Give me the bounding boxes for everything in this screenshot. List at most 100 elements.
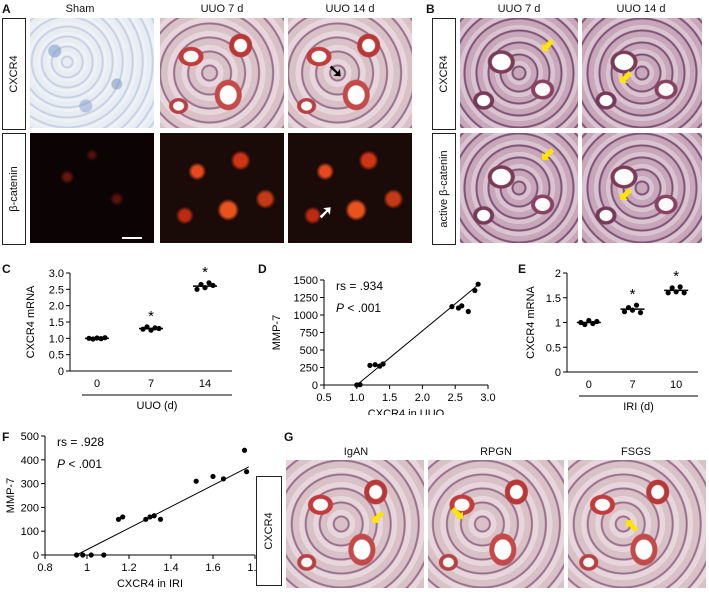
y-tick-label: 1000 <box>294 310 318 322</box>
data-point <box>115 516 122 522</box>
data-point <box>156 325 162 332</box>
row-label-box-bcatenin-a: β-catenin <box>2 133 26 245</box>
panel-label-e: E <box>518 262 527 276</box>
row-label-cxcr4-g: CXCR4 <box>263 512 275 550</box>
significance-star: * <box>148 308 154 325</box>
significance-star: * <box>630 286 636 303</box>
white-arrow-icon: ➚ <box>318 202 334 222</box>
annotation-p-symbol: P <box>336 301 344 315</box>
x-tick-label: 2.5 <box>448 392 463 404</box>
significance-star: * <box>673 268 679 285</box>
y-axis-label: MMP-7 <box>271 315 283 350</box>
micrograph-sham-bcatenin <box>30 133 154 243</box>
x-tick-label: 1.4 <box>163 562 178 574</box>
y-tick-label: 250 <box>300 363 318 375</box>
y-axis-label: CXCR4 mRNA <box>25 285 37 358</box>
y-axis-label: MMP-7 <box>5 478 17 513</box>
row-label-active-bcatenin-b: active β-catenin <box>438 150 450 228</box>
data-point <box>86 335 92 341</box>
row-label-box-active-bcatenin-b: active β-catenin <box>432 133 456 245</box>
data-point <box>198 281 204 288</box>
micrograph-b-uuo14-cxcr4: ⬋ <box>582 18 702 128</box>
col-title-igan: IgAN <box>343 446 369 458</box>
x-tick-label: 1.6 <box>205 562 220 574</box>
fit-line <box>76 466 249 556</box>
x-axis-label: UUO (d) <box>137 400 178 412</box>
x-tick-label: 7 <box>148 378 154 390</box>
yellow-arrow-icon: ⬋ <box>618 184 634 204</box>
data-point <box>637 310 644 316</box>
data-point <box>210 282 216 289</box>
data-point <box>472 287 478 294</box>
micrograph-uuo7-bcatenin <box>160 133 284 243</box>
y-tick-label: 0 <box>555 367 561 379</box>
x-tick-label: 0.5 <box>316 392 331 404</box>
data-point <box>220 476 227 482</box>
panel-label-d: D <box>258 262 267 276</box>
micrograph-fsgs: ⬉ <box>568 460 706 588</box>
panel-label-a: A <box>2 2 11 16</box>
col-title-sham: Sham <box>65 3 95 15</box>
col-title-uuo-7d: UUO 7 d <box>200 3 244 15</box>
data-point <box>665 290 671 296</box>
data-point <box>669 285 675 291</box>
x-axis-label: CXCR4 in IRI <box>117 578 183 590</box>
annotation-rs: rs = .934 <box>336 279 383 293</box>
y-tick-label: 0 <box>312 380 318 392</box>
data-point <box>157 516 164 522</box>
panel-label-g: G <box>284 430 294 444</box>
significance-star: * <box>202 264 208 281</box>
data-point <box>90 336 96 342</box>
y-tick-label: 400 <box>21 455 39 467</box>
data-point <box>380 361 386 367</box>
x-axis-label: CXCR4 in UUO <box>368 408 445 415</box>
data-point <box>677 284 683 290</box>
x-tick-label: 1.5 <box>382 392 397 404</box>
data-point <box>241 447 248 453</box>
y-tick-label: 0 <box>33 550 39 562</box>
y-tick-label: 750 <box>300 328 318 340</box>
data-point <box>210 473 216 480</box>
x-tick-label: 0 <box>94 378 100 390</box>
data-point <box>582 321 588 328</box>
data-point <box>202 285 208 291</box>
row-label-bcatenin-a: β-catenin <box>8 166 20 212</box>
y-tick-label: 0 <box>58 366 64 378</box>
data-point <box>629 307 636 313</box>
data-point <box>673 289 679 295</box>
x-tick-label: 1.0 <box>349 392 364 404</box>
data-point <box>633 302 640 308</box>
col-title-uuo-14d: UUO 14 d <box>325 3 375 15</box>
x-tick-label: 1 <box>84 562 90 574</box>
micrograph-uuo7-cxcr4 <box>160 18 284 128</box>
x-tick-label: 10 <box>670 379 682 391</box>
x-tick-label: 0 <box>586 379 592 391</box>
micrograph-uuo14-bcatenin: ➚ <box>288 133 412 243</box>
data-point <box>143 516 149 522</box>
y-tick-label: 0.5 <box>49 350 64 362</box>
y-tick-label: 3.0 <box>49 268 64 280</box>
micrograph-b-uuo7-cxcr4: ⬋ <box>460 18 578 128</box>
x-tick-label: 2.0 <box>415 392 430 404</box>
yellow-arrow-icon: ⬉ <box>624 515 640 535</box>
data-point <box>80 552 86 558</box>
yellow-arrow-icon: ⬋ <box>540 144 556 164</box>
data-point <box>590 320 596 327</box>
y-tick-label: 1.5 <box>546 293 561 305</box>
data-point <box>102 335 108 341</box>
yellow-arrow-icon: ⬋ <box>618 67 634 87</box>
row-label-box-cxcr4-a: CXCR4 <box>2 18 26 130</box>
y-axis-label: CXCR4 mRNA <box>525 285 537 358</box>
y-tick-label: 1500 <box>294 275 318 287</box>
micrograph-b-uuo14-active-bcatenin: ⬋ <box>582 133 702 243</box>
y-tick-label: 2.5 <box>49 284 64 296</box>
data-point <box>244 469 250 475</box>
row-label-box-cxcr4-b: CXCR4 <box>432 18 456 130</box>
data-point <box>586 317 592 324</box>
data-point <box>94 335 100 341</box>
data-point <box>372 362 378 368</box>
data-point <box>681 290 687 296</box>
data-point <box>151 513 157 519</box>
chart-c: 0 0.5 1.0 1.5 2.0 2.5 3.0 0 7 14 * * CXCR4 mRNA UUO (… <box>25 264 232 412</box>
